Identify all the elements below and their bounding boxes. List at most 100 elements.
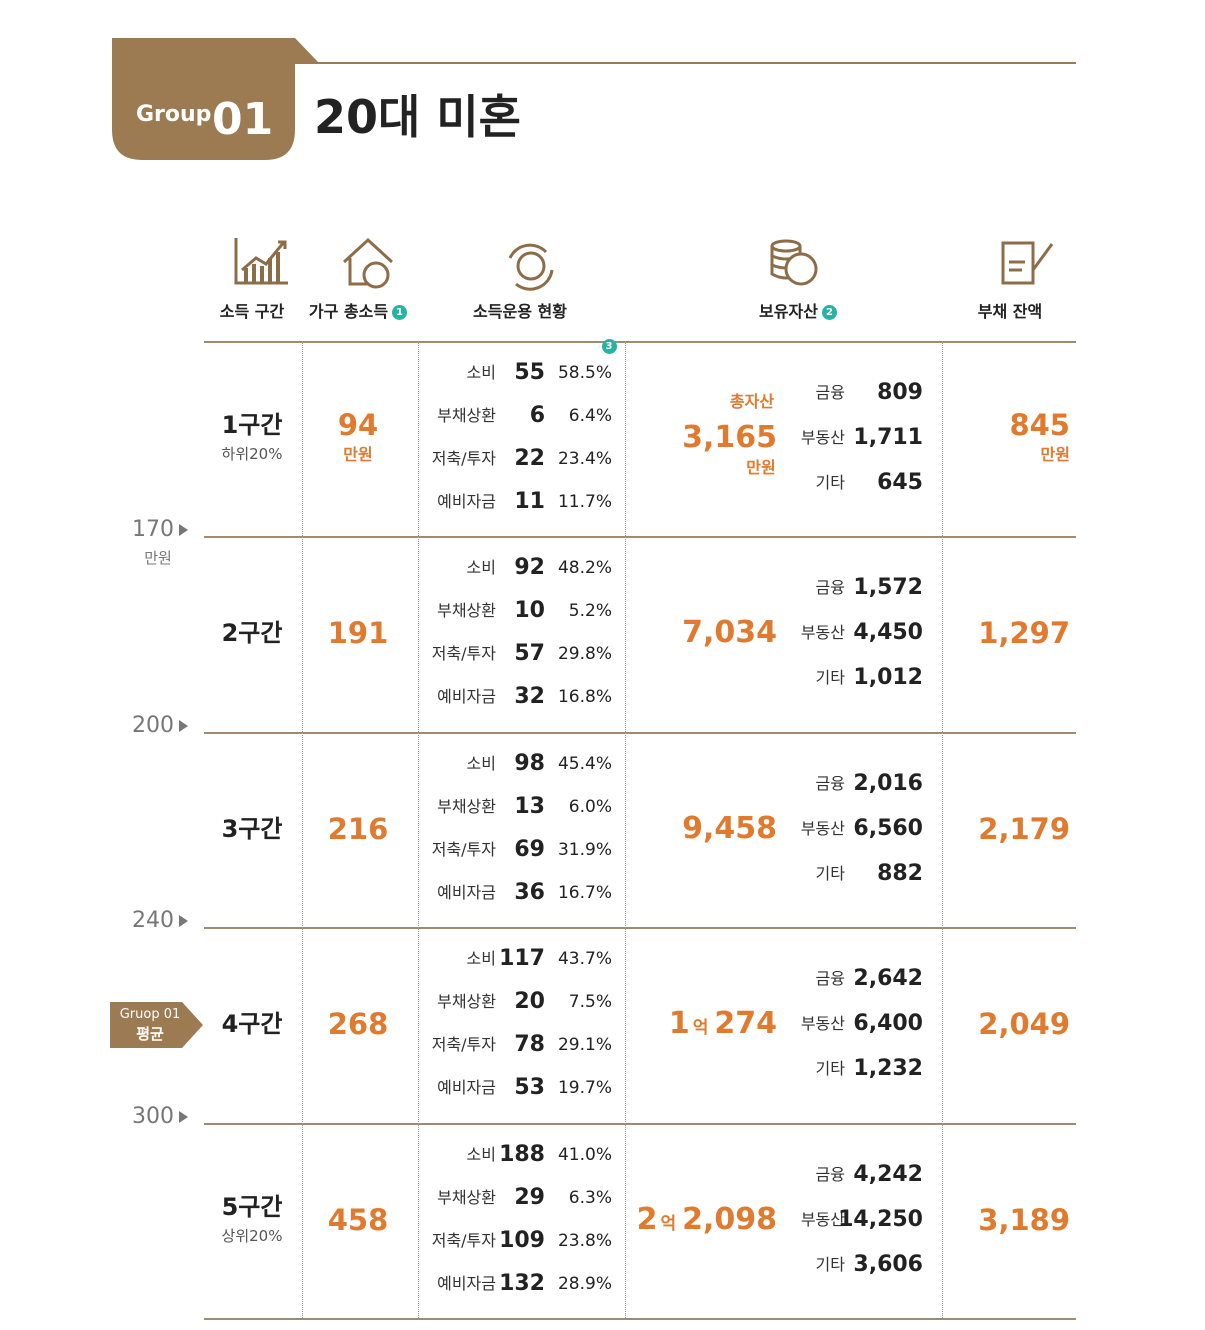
spending-amount: 109 — [499, 1227, 545, 1253]
spending-label: 부채상환 — [437, 601, 496, 621]
spending-label: 부채상환 — [437, 796, 496, 816]
asset-total: 1 억 274 — [477, 1009, 777, 1039]
asset-value: 1,012 — [853, 665, 923, 691]
bracket: 3구간 — [221, 814, 283, 843]
asset-value: 2,642 — [853, 966, 923, 992]
row-divider — [204, 1318, 1076, 1320]
spending-pct: 58.5% — [557, 363, 612, 383]
spending-pct: 45.4% — [557, 753, 612, 774]
spending-amount: 20 — [514, 989, 545, 1015]
column-label: 보유자산 — [759, 302, 818, 321]
column-header: 보유자산 2 — [648, 297, 948, 327]
asset-total-value: 3,165 — [682, 420, 777, 455]
spending-label: 소비 — [466, 363, 496, 382]
asset-label: 금융 — [815, 773, 845, 793]
asset-total-value: 7,034 — [682, 615, 777, 651]
spending-label: 부채상환 — [437, 992, 496, 1012]
asset-total-unit: 만원 — [746, 458, 776, 477]
column-divider — [942, 342, 943, 1318]
column-header: 가구 총소득 1 — [208, 297, 508, 327]
bracket: 2구간 — [221, 619, 283, 648]
row-divider — [204, 341, 1076, 343]
bracket: 1구간 — [221, 411, 283, 439]
average-marker-label: Gruop 01 — [119, 1006, 181, 1022]
spending-amount: 32 — [514, 684, 545, 710]
spending-pct: 48.2% — [557, 558, 612, 579]
spending-label: 저축/투자 — [431, 449, 496, 468]
asset-value: 6,560 — [853, 815, 923, 841]
asset-label: 부동산 — [800, 818, 845, 838]
spending-label: 예비자금 — [437, 882, 496, 902]
asset-value: 1,232 — [853, 1056, 923, 1082]
debt: 2,179 — [978, 811, 1070, 846]
scale-tick: 200 — [132, 712, 174, 738]
scale-arrow — [179, 915, 188, 928]
column-divider — [302, 342, 303, 1318]
asset-label: 금융 — [815, 578, 845, 598]
asset-total-value: 2,098 — [682, 1201, 777, 1237]
footnote: 3 — [459, 339, 759, 369]
spending-label: 예비자금 — [437, 492, 496, 511]
average-marker-tip — [182, 1001, 203, 1048]
spending-pct: 6.3% — [568, 1187, 612, 1208]
spending-pct: 23.4% — [557, 449, 612, 469]
asset-total-eok: 2 — [636, 1201, 658, 1237]
spending-amount: 98 — [514, 750, 545, 776]
asset-label: 금융 — [815, 969, 845, 989]
asset-value: 2,016 — [853, 770, 923, 796]
spending-amount: 55 — [514, 360, 545, 385]
spending-label: 소비 — [466, 558, 496, 578]
spending-amount: 53 — [514, 1075, 545, 1101]
spending-amount: 29 — [514, 1184, 545, 1210]
income: 216 — [327, 811, 389, 846]
asset-value: 14,250 — [838, 1206, 923, 1232]
asset-label: 부동산 — [800, 428, 845, 447]
spending-label: 부채상환 — [437, 1187, 496, 1207]
footnote-marker: 3 — [601, 339, 617, 354]
title: 20대 미혼 — [314, 90, 521, 144]
spending-amount: 22 — [514, 446, 545, 471]
spending-amount: 69 — [514, 836, 545, 862]
asset-total-value: 274 — [714, 1006, 777, 1042]
income: 94 — [337, 408, 379, 442]
column-divider — [625, 342, 626, 1318]
asset-value: 4,242 — [853, 1161, 923, 1187]
asset-value: 4,450 — [853, 620, 923, 646]
asset-total-eok-unit: 억 — [692, 1018, 709, 1039]
spending-amount: 188 — [499, 1141, 545, 1167]
spending-pct: 29.1% — [557, 1035, 612, 1056]
asset-total-value: 9,458 — [682, 810, 777, 846]
spending-amount: 57 — [514, 641, 545, 667]
row-divider — [204, 536, 1076, 539]
asset-label: 부동산 — [800, 1014, 845, 1034]
spending-label: 저축/투자 — [431, 644, 496, 664]
spending-pct: 11.7% — [557, 492, 612, 512]
asset-label: 기타 — [815, 668, 845, 688]
scale-tick: 240 — [132, 908, 174, 934]
column-header: 부채 잔액 — [860, 297, 1160, 327]
income: 458 — [327, 1202, 389, 1237]
debt: 2,049 — [978, 1007, 1070, 1042]
income-unit: 만원 — [343, 445, 373, 464]
asset-label: 기타 — [815, 1254, 845, 1274]
asset-value: 645 — [877, 470, 923, 495]
spending-amount: 10 — [514, 598, 545, 624]
asset-label: 부동산 — [800, 1209, 845, 1229]
asset-value: 1,711 — [853, 425, 923, 450]
bracket-sub: 하위20% — [221, 445, 283, 463]
spending-pct: 19.7% — [557, 1078, 612, 1099]
column-label: 소득운용 현황 — [473, 302, 567, 321]
spending-pct: 16.7% — [557, 882, 612, 903]
column-header: 소득 구간 — [102, 297, 402, 327]
asset-total: 9,458 — [477, 810, 777, 846]
asset-total: 3,165 — [477, 423, 777, 453]
debt: 1,297 — [978, 616, 1070, 651]
row-divider — [204, 1122, 1076, 1125]
debt: 845 — [1009, 408, 1070, 442]
asset-value: 3,606 — [853, 1251, 923, 1277]
average-marker-label: 평균 — [136, 1024, 164, 1043]
debt: 3,189 — [978, 1202, 1070, 1237]
spending-pct: 6.0% — [568, 796, 612, 817]
income: 191 — [327, 616, 389, 651]
